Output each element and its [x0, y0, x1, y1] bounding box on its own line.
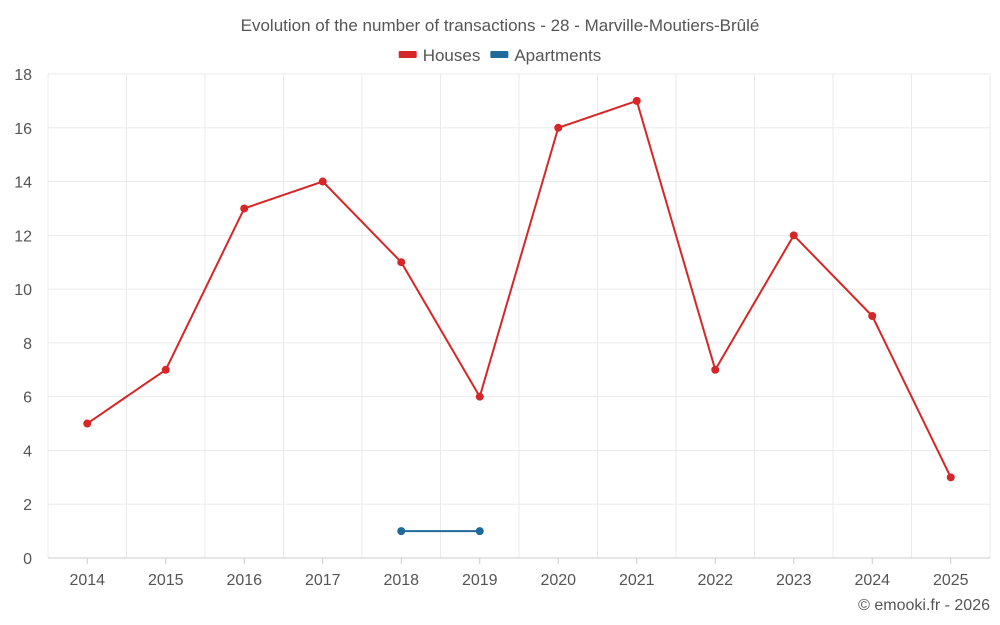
x-tick-label: 2024 [854, 572, 890, 589]
y-tick-label: 12 [14, 228, 32, 245]
credit-text: © emooki.fr - 2026 [858, 597, 990, 614]
x-tick-label: 2017 [305, 572, 341, 589]
y-tick-label: 14 [14, 175, 32, 192]
chart-title: Evolution of the number of transactions … [241, 16, 760, 35]
data-point-houses[interactable] [554, 123, 563, 132]
data-point-houses[interactable] [318, 177, 327, 186]
y-tick-label: 0 [23, 551, 32, 568]
legend-swatch-houses [398, 51, 417, 58]
legend-label-houses[interactable]: Houses [423, 46, 481, 65]
data-point-houses[interactable] [161, 365, 170, 374]
grid [47, 73, 991, 559]
data-point-houses[interactable] [475, 392, 484, 401]
x-axis: 2014 2015 2016 2017 2018 2019 2020 2021 2022 2023… [69, 558, 969, 589]
legend-swatch-apartments [490, 51, 509, 58]
series-apartments [397, 527, 484, 536]
x-tick-label: 2016 [226, 572, 262, 589]
x-tick-label: 2020 [540, 572, 576, 589]
x-tick-label: 2018 [383, 572, 419, 589]
y-tick-label: 4 [23, 443, 32, 460]
x-tick-label: 2014 [69, 572, 105, 589]
series-group [83, 96, 955, 536]
data-point-houses[interactable] [240, 204, 249, 213]
legend[interactable]: Houses Apartments [398, 46, 602, 65]
data-point-houses[interactable] [711, 365, 720, 374]
y-tick-label: 6 [23, 390, 32, 407]
y-tick-label: 2 [23, 497, 32, 514]
x-tick-label: 2025 [933, 572, 969, 589]
y-tick-label: 10 [14, 282, 32, 299]
x-tick-label: 2019 [462, 572, 498, 589]
x-tick-label: 2022 [697, 572, 733, 589]
legend-label-apartments[interactable]: Apartments [514, 46, 601, 65]
x-tick-label: 2023 [776, 572, 812, 589]
data-point-houses[interactable] [789, 231, 798, 240]
data-point-houses[interactable] [946, 473, 955, 482]
data-point-houses[interactable] [397, 258, 406, 267]
y-tick-label: 8 [23, 336, 32, 353]
series-line-houses [86, 99, 952, 478]
x-tick-label: 2015 [148, 572, 184, 589]
y-tick-label: 16 [14, 121, 32, 138]
series-houses [83, 96, 955, 482]
data-point-houses[interactable] [83, 419, 92, 428]
data-point-houses[interactable] [632, 96, 641, 105]
y-axis: 0 2 4 6 8 10 12 14 16 18 [14, 67, 32, 568]
x-tick-label: 2021 [619, 572, 655, 589]
data-point-houses[interactable] [868, 312, 877, 320]
data-point-apartments[interactable] [397, 527, 406, 536]
y-tick-label: 18 [14, 67, 32, 84]
data-point-apartments[interactable] [475, 527, 484, 536]
